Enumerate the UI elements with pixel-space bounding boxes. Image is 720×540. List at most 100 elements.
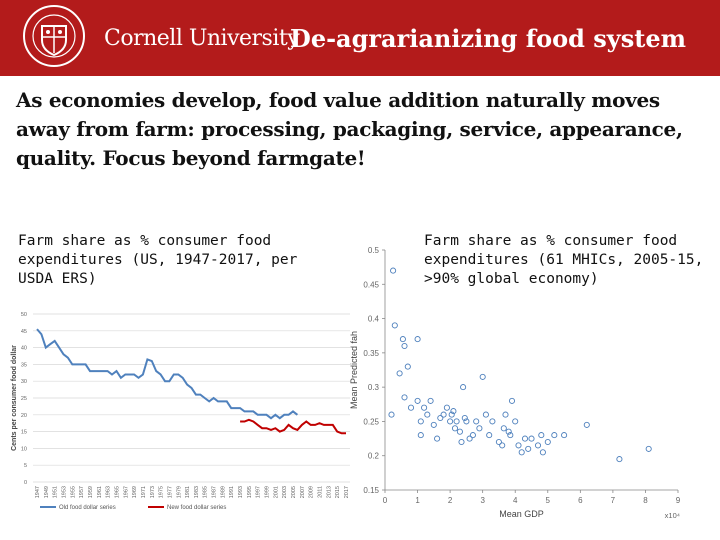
scatter-point (401, 394, 408, 401)
y-tick-label: 45 (21, 329, 27, 335)
scatter-point (443, 404, 450, 411)
x-tick-label: 2009 (309, 486, 315, 498)
x-tick-label: 1947 (35, 486, 41, 498)
y-tick-label: 0.2 (368, 452, 380, 461)
x-tick-label: 1949 (44, 486, 50, 498)
y-tick-label: 0.35 (363, 349, 379, 358)
scatter-point (451, 425, 459, 432)
scatter-point (507, 432, 514, 439)
scatter-point (391, 322, 398, 329)
scatter-point (482, 411, 489, 418)
scatter-point (539, 449, 546, 456)
x-tick-label: 1985 (203, 486, 209, 498)
x-tick-label: 0 (383, 496, 388, 505)
scatter-point (427, 397, 434, 404)
series-line-old (36, 328, 299, 420)
scatter-point (508, 397, 516, 404)
y-tick-label: 0 (24, 480, 27, 486)
x-tick-label: 1993 (238, 486, 244, 498)
scatter-point (476, 425, 483, 432)
left-chart-caption: Farm share as % consumer food expenditur… (18, 232, 338, 289)
x-tick-label: 1953 (61, 486, 67, 498)
y-tick-label: 30 (21, 379, 27, 385)
scatter-point (466, 435, 473, 442)
scatter-point (448, 411, 455, 418)
x-tick-label: 2017 (344, 486, 350, 498)
scatter-point (417, 418, 424, 425)
y-tick-label: 0.45 (363, 280, 379, 289)
x-tick-label: 2007 (300, 486, 306, 498)
x-tick-label: 1981 (185, 486, 191, 498)
x-tick-label: 1961 (97, 486, 103, 498)
scatter-point (417, 432, 424, 439)
x-tick-label: 2013 (326, 486, 332, 498)
scatter-point (388, 411, 395, 418)
x-tick-label: 1969 (132, 486, 138, 498)
y-tick-label: 0.3 (368, 383, 380, 392)
scatter-point (458, 438, 465, 446)
y-tick-label: 0.25 (363, 417, 379, 426)
x-tick-label: 1997 (256, 486, 262, 498)
scatter-point (414, 336, 421, 343)
scatter-point (424, 411, 431, 418)
y-tick-label: 20 (21, 413, 27, 419)
x-tick-label: 1951 (53, 486, 59, 498)
scatter-point (463, 418, 470, 425)
y-tick-label: 5 (24, 463, 27, 469)
scatter-point (401, 342, 408, 350)
x-tick-label: 1995 (247, 486, 253, 498)
scatter-point (396, 370, 403, 377)
y-tick-label: 40 (21, 346, 27, 352)
scatter-point (645, 445, 652, 452)
x-tick-label: 2005 (291, 486, 297, 498)
scatter-point (515, 442, 522, 449)
scatter-point (479, 373, 486, 380)
y-tick-label: 0.5 (368, 246, 380, 255)
scatter-point (399, 336, 406, 343)
scatter-point (469, 432, 476, 439)
x-tick-label: 6 (578, 496, 583, 505)
scatter-point (486, 432, 493, 439)
x-tick-label: 2001 (273, 486, 279, 498)
x-tick-label: 1977 (167, 486, 173, 498)
scatter-point (421, 404, 428, 411)
y-axis-label: Mean Predicted fah (349, 331, 359, 409)
x-axis-label: Mean GDP (499, 509, 544, 519)
x-tick-label: 2015 (335, 486, 341, 498)
scatter-point (505, 428, 512, 435)
y-axis-label: Cents per consumer food dollar (11, 345, 18, 451)
x-tick-label: 8 (643, 496, 648, 505)
scatter-point (616, 456, 623, 463)
scatter-point (404, 363, 411, 370)
scatter-point (534, 442, 542, 449)
intro-text: As economies develop, food value additio… (16, 88, 683, 170)
scatter-point (447, 418, 454, 425)
scatter-point (495, 438, 502, 446)
scatter-point (473, 418, 480, 425)
y-tick-label: 50 (21, 312, 27, 318)
x-axis-multiplier: x10⁴ (665, 511, 680, 520)
x-tick-label: 1959 (88, 486, 94, 498)
slide-title: De-agrarianizing food system (290, 24, 686, 53)
scatter-point (551, 432, 558, 439)
x-tick-label: 1989 (220, 486, 226, 498)
legend-label-new: New food dollar series (167, 505, 226, 511)
scatter-point (407, 404, 415, 411)
x-tick-label: 1975 (159, 486, 165, 498)
scatter-point (561, 432, 568, 439)
x-tick-label: 4 (513, 496, 518, 505)
x-tick-label: 1971 (141, 486, 147, 498)
scatter-point (512, 418, 519, 425)
y-tick-label: 15 (21, 430, 27, 436)
x-tick-label: 2 (448, 496, 453, 505)
farm-share-mhic-scatter-chart: 0.15 0.2 0.25 0.3 0.35 0.4 0.45 0.5 0 1 2 3 4 5 6 7 8 9 Me… (349, 246, 681, 520)
scatter-point (414, 397, 421, 404)
scatter-point (440, 411, 447, 418)
scatter-point (489, 418, 496, 425)
scatter-point (460, 384, 467, 391)
university-logo-text: Cornell University (104, 26, 300, 51)
scatter-point (437, 414, 444, 422)
scatter-point (499, 442, 506, 449)
x-tick-label: 3 (480, 496, 485, 505)
scatter-point (450, 408, 457, 415)
